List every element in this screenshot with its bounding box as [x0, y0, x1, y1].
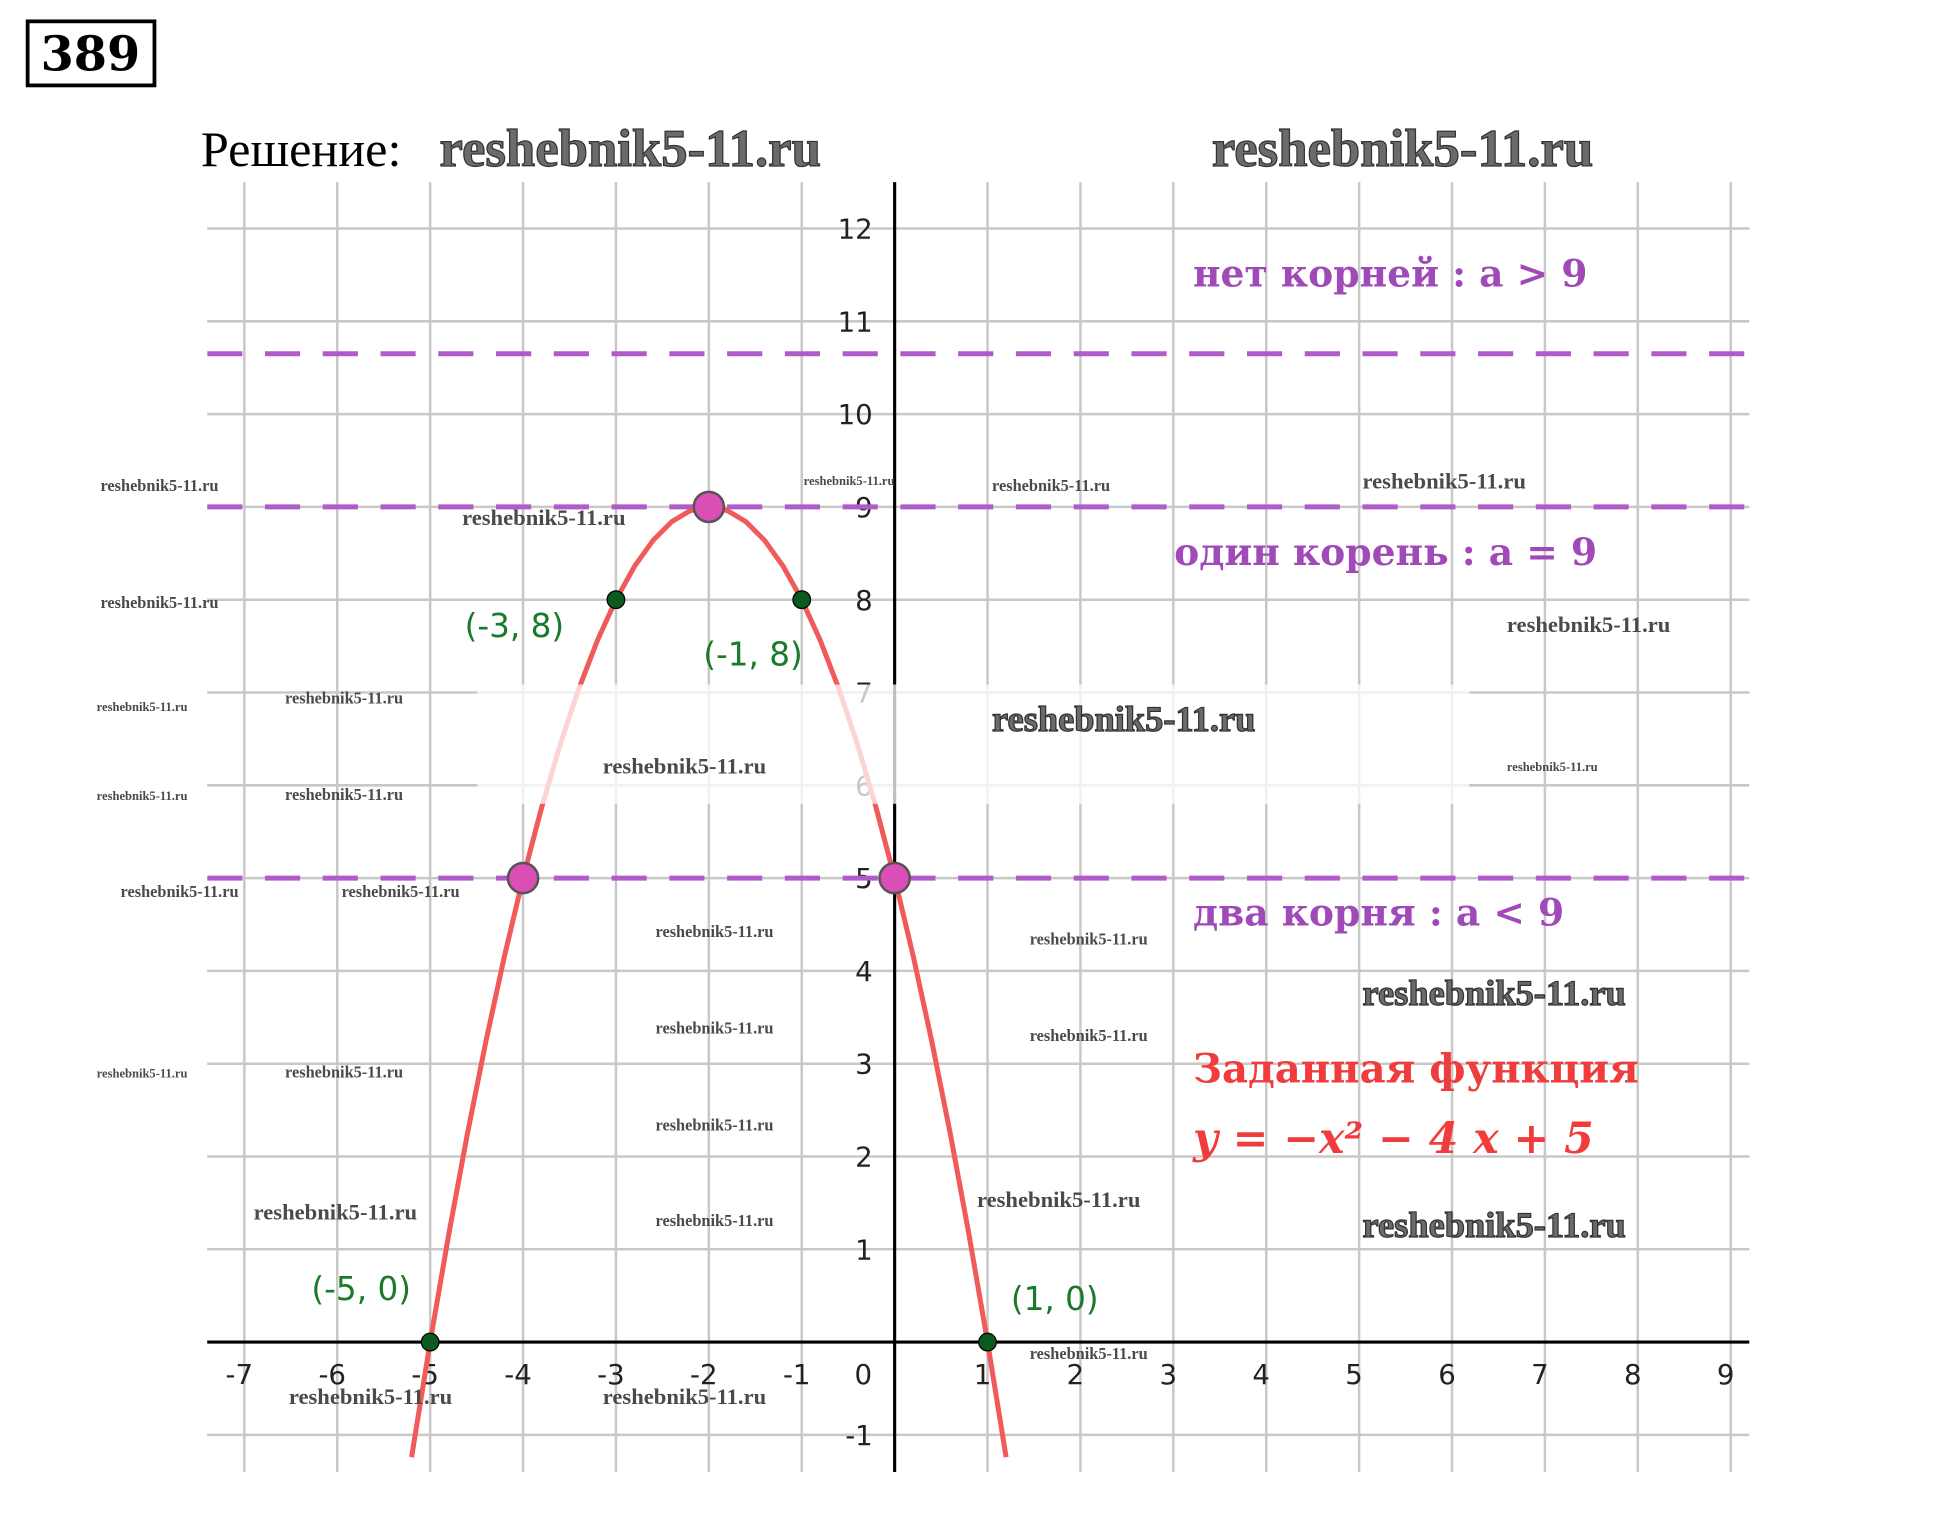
watermark: reshebnik5-11.ru	[97, 700, 188, 714]
x-tick-label: 5	[1345, 1358, 1363, 1391]
problem-number: 389	[41, 26, 141, 82]
watermark: reshebnik5-11.ru	[254, 1200, 417, 1225]
watermark: reshebnik5-11.ru	[1507, 612, 1670, 637]
annotation: Заданная функция	[1193, 1046, 1639, 1093]
watermark: reshebnik5-11.ru	[1363, 973, 1626, 1013]
watermark: reshebnik5-11.ru	[656, 1019, 774, 1038]
y-tick-label: 8	[855, 584, 873, 617]
point	[606, 590, 626, 610]
x-tick-label: 4	[1252, 1358, 1270, 1391]
watermark: reshebnik5-11.ru	[285, 1063, 403, 1082]
watermark: reshebnik5-11.ru	[1030, 1344, 1148, 1363]
watermark: reshebnik5-11.ru	[285, 688, 403, 707]
watermark: reshebnik5-11.ru	[603, 754, 766, 779]
point	[978, 1332, 997, 1352]
plot	[207, 351, 1750, 1458]
point	[792, 590, 812, 610]
point-label: (-1, 8)	[703, 636, 803, 674]
point-label: (-5, 0)	[311, 1270, 411, 1308]
x-tick-label: 0	[854, 1358, 872, 1391]
watermark: reshebnik5-11.ru	[289, 1384, 452, 1409]
watermark: reshebnik5-11.ru	[603, 1384, 766, 1409]
y-tick-label: -1	[845, 1419, 873, 1452]
watermark: reshebnik5-11.ru	[100, 593, 218, 612]
x-tick-label: 6	[1438, 1358, 1456, 1391]
x-tick-label: -2	[690, 1358, 718, 1391]
watermark: reshebnik5-11.ru	[1507, 760, 1598, 774]
annotation: два корня : a < 9	[1193, 891, 1564, 935]
x-tick-label: 3	[1160, 1358, 1178, 1391]
watermark: reshebnik5-11.ru	[342, 882, 460, 901]
y-tick-label: 3	[855, 1048, 873, 1081]
point	[420, 1332, 440, 1352]
solution-label: Решение:	[201, 121, 401, 177]
point-label: (1, 0)	[1011, 1280, 1099, 1318]
x-tick-label: -1	[783, 1358, 811, 1391]
x-tick-label: -6	[318, 1358, 346, 1391]
y-tick-label: 11	[838, 305, 873, 338]
watermark: reshebnik5-11.ru	[656, 1115, 774, 1134]
key-point	[878, 861, 911, 895]
watermark: reshebnik5-11.ru	[462, 505, 625, 530]
key-point	[506, 861, 540, 895]
key-point	[692, 490, 726, 524]
x-tick-label: -7	[226, 1358, 254, 1391]
watermark: reshebnik5-11.ru	[656, 1211, 774, 1230]
watermark: reshebnik5-11.ru	[992, 699, 1255, 739]
watermark: reshebnik5-11.ru	[100, 476, 218, 495]
y-tick-label: 4	[855, 955, 873, 988]
watermark: reshebnik5-11.ru	[97, 1067, 188, 1081]
x-tick-label: 1	[974, 1358, 992, 1391]
watermark: reshebnik5-11.ru	[1030, 930, 1148, 949]
annotation: один корень : a = 9	[1174, 530, 1597, 574]
y-tick-label: 2	[855, 1141, 873, 1174]
x-tick-label: 8	[1624, 1358, 1642, 1391]
blur-band	[477, 684, 1470, 804]
watermark: reshebnik5-11.ru	[977, 1187, 1140, 1212]
watermark: reshebnik5-11.ru	[1363, 1205, 1626, 1245]
overlay: (-3, 8) (-1, 8) (-5, 0) (1, 0) нет корней : …	[97, 119, 1671, 1409]
watermark: reshebnik5-11.ru	[1030, 1026, 1148, 1045]
watermark: reshebnik5-11.ru	[656, 922, 774, 941]
x-tick-label: 2	[1067, 1358, 1085, 1391]
point-label: (-3, 8)	[465, 607, 565, 645]
watermark: reshebnik5-11.ru	[804, 474, 895, 488]
y-tick-label: 12	[838, 213, 873, 246]
annotation: y = −x² − 4 x + 5	[1192, 1114, 1594, 1164]
watermark: reshebnik5-11.ru	[1363, 469, 1526, 494]
annotation: нет корней : a > 9	[1193, 251, 1588, 295]
watermark: reshebnik5-11.ru	[121, 882, 239, 901]
y-tick-label: 1	[855, 1233, 873, 1266]
watermark: reshebnik5-11.ru	[1212, 120, 1593, 178]
watermark: reshebnik5-11.ru	[992, 476, 1110, 495]
watermark: reshebnik5-11.ru	[285, 785, 403, 804]
number-box	[25, 19, 157, 88]
watermark: reshebnik5-11.ru	[97, 789, 188, 803]
y-tick-label: 10	[838, 398, 873, 431]
x-tick-label: -4	[504, 1358, 532, 1391]
x-tick-label: 7	[1531, 1358, 1549, 1391]
x-tick-label: -3	[597, 1358, 625, 1391]
x-tick-label: 9	[1717, 1358, 1735, 1391]
watermark: reshebnik5-11.ru	[440, 120, 821, 178]
